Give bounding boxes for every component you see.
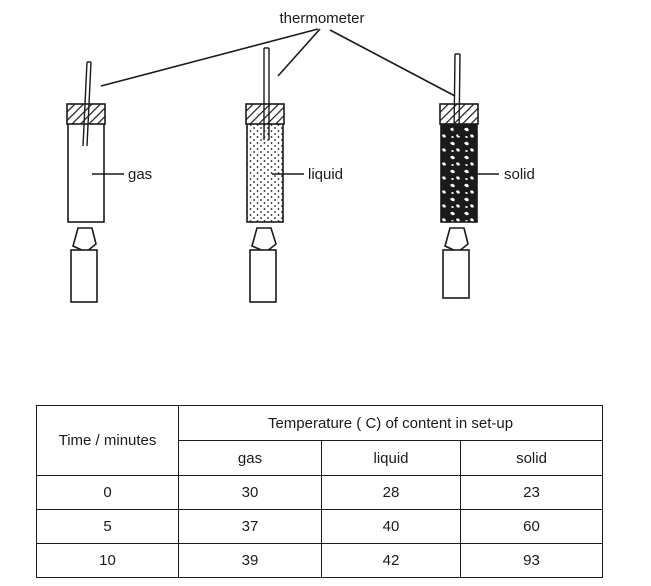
thermometer: [86, 61, 92, 147]
liquid-cell: 28: [321, 475, 461, 510]
content-label-solid: solid: [504, 166, 535, 183]
solid-cell: 23: [460, 475, 603, 510]
stopper: [66, 103, 106, 125]
stopper: [245, 103, 285, 125]
table-row: 10 39 42 93: [36, 543, 603, 578]
table-row: 5 37 40 60: [36, 509, 603, 544]
test-tube: [246, 105, 284, 223]
gas-cell: 37: [178, 509, 322, 544]
experiment-diagram: thermometer gas liquid solid: [66, 10, 535, 303]
time-cell: 0: [36, 475, 179, 510]
thermometer: [453, 53, 456, 137]
liquid-cell: 40: [321, 509, 461, 544]
setup-liquid: liquid: [245, 47, 343, 303]
temperature-header: Temperature ( C) of content in set-up: [178, 405, 603, 441]
column-header-gas: gas: [178, 440, 322, 476]
gas-cell: 39: [178, 543, 322, 578]
column-header-solid: solid: [460, 440, 603, 476]
setup-solid: solid: [439, 53, 535, 299]
time-header: Time / minutes: [36, 405, 179, 476]
liquid-cell: 42: [321, 543, 461, 578]
content-label-gas: gas: [128, 166, 152, 183]
temperature-table: Time / minutes Temperature ( C) of conte…: [36, 405, 603, 578]
burner-flame: [444, 227, 469, 253]
thermometer-label: thermometer: [279, 10, 364, 27]
content-label-liquid: liquid: [308, 166, 343, 183]
burner: [442, 249, 470, 299]
burner-flame: [72, 227, 97, 253]
thermometer: [458, 53, 461, 137]
thermometer-pointer-line: [329, 29, 456, 97]
table-row: 0 30 28 23: [36, 475, 603, 510]
thermometer-pointer-line: [100, 28, 319, 87]
time-cell: 5: [36, 509, 179, 544]
time-cell: 10: [36, 543, 179, 578]
burner: [249, 249, 277, 303]
solid-cell: 60: [460, 509, 603, 544]
thermometer: [82, 61, 88, 147]
test-tube: [67, 105, 105, 223]
burner-flame: [251, 227, 277, 253]
burner: [70, 249, 98, 303]
column-header-liquid: liquid: [321, 440, 461, 476]
gas-cell: 30: [178, 475, 322, 510]
setup-gas: gas: [66, 61, 152, 303]
solid-cell: 93: [460, 543, 603, 578]
thermometer-pointer-line: [277, 28, 321, 77]
